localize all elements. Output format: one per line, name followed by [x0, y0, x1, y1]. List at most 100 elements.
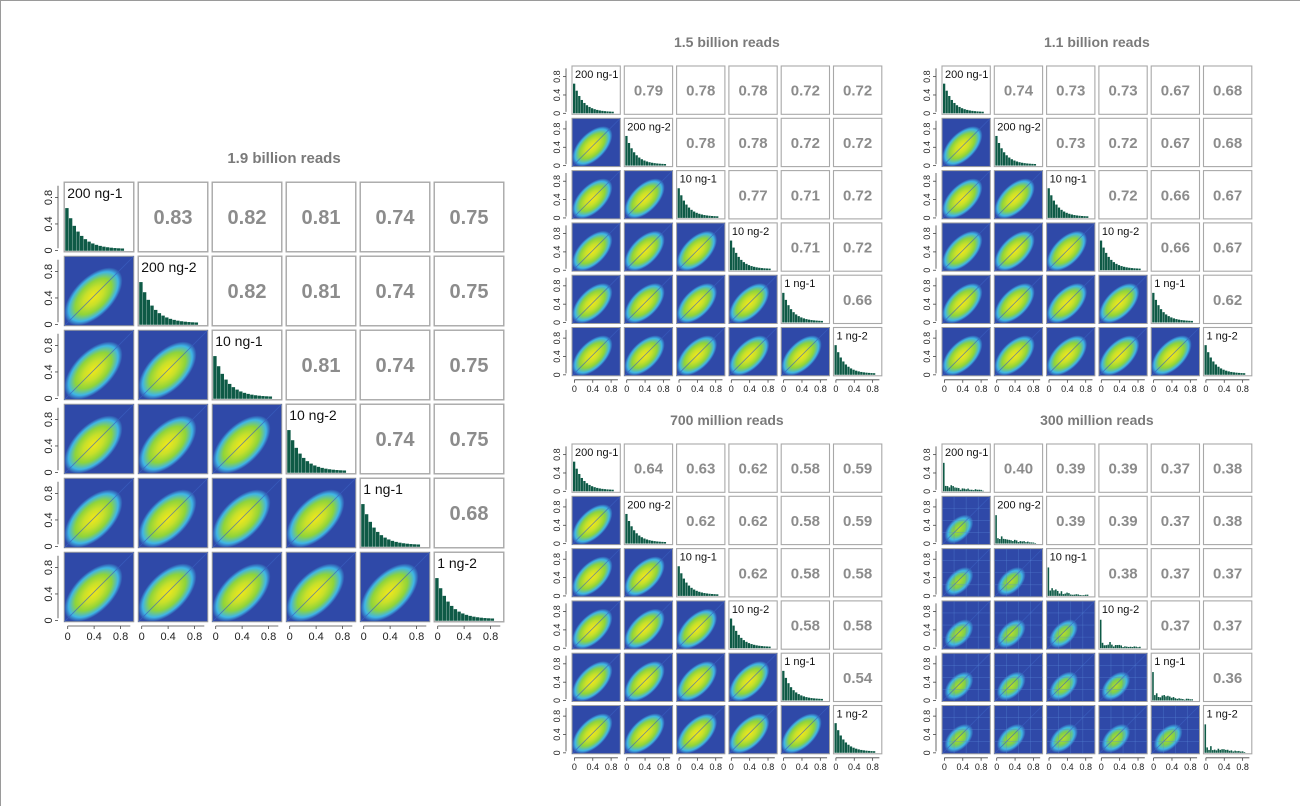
histogram-bar [834, 345, 837, 375]
cell-border [1046, 443, 1096, 493]
density-cell [993, 222, 1044, 272]
histogram-bar [1191, 699, 1193, 701]
cell-border [780, 274, 831, 325]
cell-border [1150, 117, 1201, 168]
histogram-cell: 200 ng-2 [623, 495, 674, 546]
histogram-bar [596, 487, 599, 492]
histogram-bar [1126, 646, 1128, 649]
cell-border [623, 443, 674, 493]
y-tick-label: 0 [922, 215, 932, 220]
histogram-bar [1023, 541, 1025, 544]
variable-label: 10 ng-2 [289, 407, 337, 423]
histogram-bar [172, 319, 176, 325]
histogram-bar [401, 543, 406, 547]
x-tick-label: 0.8 [866, 762, 879, 772]
density-cell [1098, 652, 1148, 702]
x-tick-label: 0.4 [1166, 384, 1179, 394]
histogram-bar [1000, 536, 1003, 544]
histogram-bar [705, 593, 709, 596]
histogram-bar [1008, 157, 1011, 166]
histogram-bar [216, 366, 221, 399]
histogram-bar [590, 486, 594, 492]
histogram-bar [837, 352, 840, 375]
y-tick-label: 0.4 [552, 571, 562, 584]
histogram-bar [1111, 644, 1113, 649]
histogram-bar [1056, 590, 1059, 596]
x-tick-label: 0.4 [308, 631, 323, 643]
histogram-bar [1170, 317, 1173, 323]
x-tick-label: 0 [1099, 762, 1104, 772]
y-axis: 0 0.4 0.8 [552, 120, 567, 168]
density-cell [728, 705, 778, 755]
diagonal-line [1098, 274, 1148, 324]
histogram-bar [703, 215, 706, 218]
histogram-bar [1006, 539, 1009, 544]
y-tick-label: 0.4 [922, 246, 932, 259]
y-tick-label: 0.8 [922, 501, 932, 514]
y-axis: 0 0.4 0.8 [922, 68, 937, 116]
histogram-bar [1161, 695, 1164, 701]
density-cell [993, 652, 1044, 702]
histogram-bar [740, 259, 743, 271]
y-tick-label: 0.4 [43, 290, 55, 305]
x-tick-label: 0 [624, 384, 629, 394]
density-cell [1046, 274, 1096, 324]
variable-label: 1 ng-1 [784, 656, 815, 668]
y-tick-label: 0.8 [43, 486, 55, 501]
histogram-bar [1049, 590, 1052, 596]
y-axis: 0 0.4 0.8 [922, 707, 937, 755]
histogram-bar [758, 267, 761, 271]
correlation-value: 0.77 [738, 187, 767, 204]
correlation-cell: 0.38 [1202, 495, 1253, 546]
x-axis: 0 0.4 0.8 [1099, 757, 1145, 772]
diagonal-line [211, 477, 283, 549]
y-tick-label: 0.4 [922, 193, 932, 206]
x-axis: 0 0.4 0.8 [1151, 757, 1198, 772]
histogram-bar [1163, 695, 1165, 701]
density-cell [1046, 652, 1096, 702]
histogram-bar [231, 387, 236, 399]
cell-border [571, 443, 621, 493]
correlation-value: 0.58 [791, 565, 820, 582]
diagonal-line [571, 652, 621, 702]
histogram-bar [302, 457, 306, 473]
cell-border [1098, 170, 1148, 220]
x-tick-label: 0.8 [814, 762, 827, 772]
y-axis: 0 0.4 0.8 [922, 551, 937, 598]
density-cell [571, 222, 621, 272]
histogram-bar [695, 212, 698, 218]
correlation-value: 0.39 [1056, 513, 1085, 530]
histogram-bar [585, 483, 589, 492]
variable-label: 200 ng-2 [997, 499, 1040, 511]
histogram-bar [87, 241, 91, 251]
histogram-bar [1112, 262, 1115, 271]
histogram-bar [710, 215, 714, 218]
y-axis: 0 0.4 0.8 [922, 277, 937, 325]
diagonal-line [359, 551, 431, 623]
histogram-cell: 10 ng-2 [728, 600, 778, 650]
y-axis: 0 0.4 0.8 [43, 555, 59, 623]
y-tick-label: 0.8 [552, 448, 562, 461]
y-tick-label: 0.4 [552, 141, 562, 154]
x-tick-label: 0.8 [1027, 762, 1040, 772]
histogram-bar [588, 106, 591, 114]
y-tick-label: 0.8 [552, 332, 562, 345]
cell-border [359, 181, 431, 253]
correlation-cell: 0.67 [1202, 222, 1253, 272]
correlation-value: 0.38 [1108, 565, 1137, 582]
diagonal-line [676, 600, 726, 650]
y-axis: 0 0.4 0.8 [552, 655, 567, 703]
correlation-cell: 0.78 [728, 65, 778, 115]
y-tick-label: 0 [43, 395, 55, 401]
x-tick-label: 0.8 [605, 384, 618, 394]
histogram-bar [242, 392, 247, 399]
histogram-cell: 200 ng-1 [941, 65, 991, 115]
cell-border [1150, 274, 1201, 325]
x-tick-label: 0.4 [1061, 762, 1074, 772]
histogram-bar [1180, 698, 1182, 701]
x-tick-label: 0 [624, 762, 629, 772]
correlation-value: 0.39 [1108, 461, 1137, 478]
histogram-bar [995, 515, 997, 544]
histogram-bar [957, 488, 960, 492]
y-tick-label: 0.4 [552, 193, 562, 206]
